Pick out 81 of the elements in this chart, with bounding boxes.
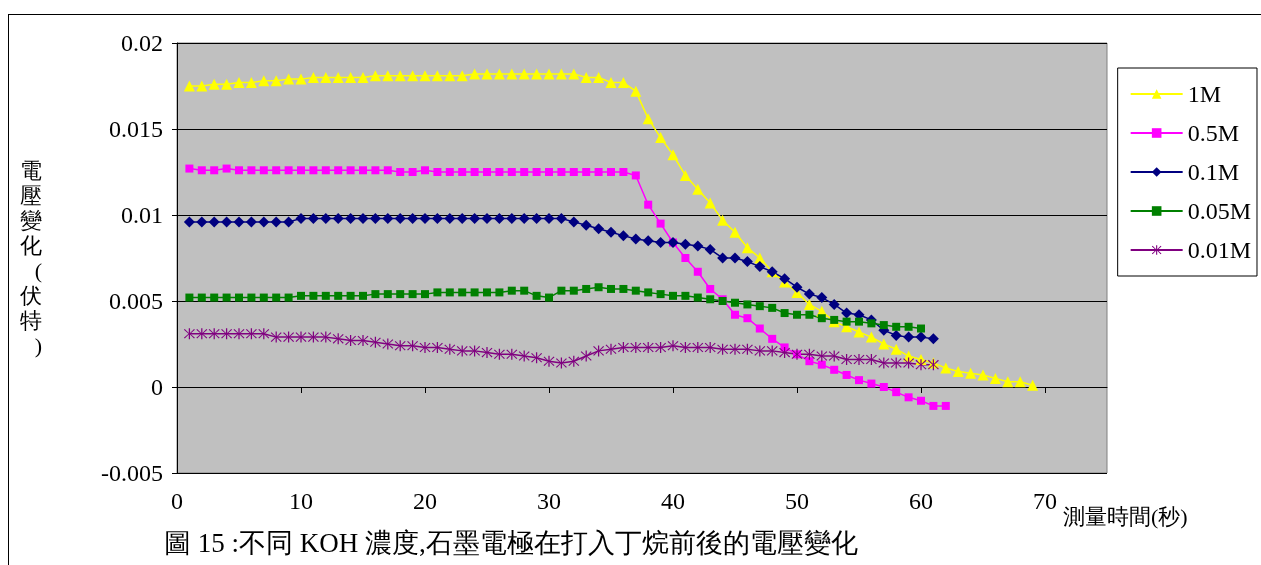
point — [272, 293, 281, 302]
point — [644, 288, 653, 297]
point — [235, 293, 243, 302]
legend-label: 0.5M — [1187, 120, 1239, 146]
y-tick-label: 0.005 — [109, 288, 163, 314]
point — [532, 291, 541, 300]
y-tick-label: 0.02 — [121, 30, 163, 56]
point — [594, 283, 603, 292]
point — [371, 290, 380, 299]
point — [520, 286, 529, 295]
point — [619, 284, 628, 293]
x-axis-title: 測量時間(秒) — [1062, 503, 1188, 529]
legend-label: 1M — [1187, 81, 1221, 107]
point — [693, 293, 702, 302]
point — [867, 319, 876, 328]
point — [607, 284, 615, 293]
x-tick-label: 70 — [1033, 488, 1057, 514]
x-tick-label: 10 — [289, 488, 313, 514]
point — [731, 298, 739, 307]
point — [879, 321, 888, 330]
x-tick-label: 30 — [537, 488, 561, 514]
x-tick-label: 40 — [661, 488, 685, 514]
point — [309, 291, 318, 300]
point — [755, 302, 764, 311]
point — [383, 290, 392, 299]
legend-label: 0.05M — [1187, 198, 1251, 224]
point — [458, 288, 467, 297]
point — [247, 293, 256, 302]
point — [408, 290, 417, 299]
y-tick-label: 0 — [151, 374, 163, 400]
point — [681, 291, 690, 300]
point — [892, 322, 901, 331]
point — [433, 288, 442, 297]
y-tick-label: 0.01 — [121, 202, 163, 228]
legend-label: 0.1M — [1187, 159, 1239, 185]
point — [197, 293, 206, 302]
point — [656, 290, 665, 299]
point — [334, 291, 343, 300]
point — [185, 293, 194, 302]
point — [842, 317, 851, 326]
point — [830, 315, 839, 324]
point — [507, 286, 516, 295]
point — [780, 309, 789, 318]
point — [284, 293, 293, 302]
point — [470, 288, 479, 297]
point — [445, 288, 454, 297]
point — [793, 310, 801, 319]
point — [259, 293, 268, 302]
legend-label: 0.01M — [1187, 237, 1251, 263]
y-tick-label: 0.015 — [109, 116, 163, 142]
point — [396, 290, 405, 299]
point — [359, 291, 367, 300]
point — [557, 286, 566, 295]
x-tick-label: 20 — [413, 488, 437, 514]
point — [917, 324, 925, 333]
point — [805, 310, 814, 319]
point — [631, 286, 640, 295]
point — [706, 295, 715, 304]
point — [210, 293, 219, 302]
point — [817, 314, 826, 323]
y-tick-label: -0.005 — [101, 460, 163, 486]
x-tick-label: 0 — [171, 488, 183, 514]
point — [582, 284, 591, 293]
point — [222, 293, 231, 302]
point — [904, 322, 913, 331]
point — [855, 317, 863, 326]
point — [321, 291, 330, 300]
point — [346, 291, 355, 300]
point — [297, 291, 305, 300]
point — [669, 291, 677, 300]
point — [545, 293, 553, 302]
x-tick-label: 60 — [909, 488, 933, 514]
point — [768, 303, 777, 312]
point — [569, 286, 578, 295]
y-axis-title: 電壓變化(伏特) — [20, 158, 42, 358]
x-tick-label: 50 — [785, 488, 809, 514]
point — [495, 288, 504, 297]
point — [483, 288, 491, 297]
text: 圖 15 :不同 KOH 濃度,石墨電極在打入丁烷前後的電壓變化 — [164, 527, 858, 558]
point — [421, 290, 429, 299]
point — [743, 300, 752, 309]
